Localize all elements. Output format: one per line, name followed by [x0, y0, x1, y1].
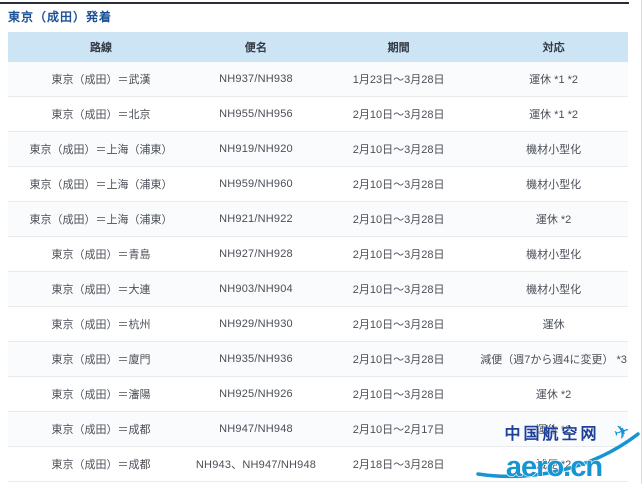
period-cell: 2月10日～3月28日: [352, 214, 445, 226]
route-cell: 東京（成田）＝杭州: [51, 319, 151, 331]
table-row: 東京（成田）＝上海（浦東） NH921/NH922 2月10日～3月28日 運休…: [8, 202, 628, 237]
route-cell: 東京（成田）＝廈門: [51, 354, 151, 366]
period-cell: 2月10日～3月28日: [352, 284, 445, 296]
route-cell: 東京（成田）＝武漢: [51, 74, 151, 86]
route-cell: 東京（成田）＝上海（浦東）: [29, 144, 173, 156]
flight-number-cell: NH921/NH922: [219, 213, 293, 225]
table-row: 東京（成田）＝大連 NH903/NH904 2月10日～3月28日 機材小型化: [8, 272, 628, 307]
flight-status-table: 路線 便名 期間 対応 東京（成田）＝武漢 NH937/NH938 1月23日～…: [8, 32, 628, 482]
period-cell: 2月10日～3月28日: [352, 389, 445, 401]
table-row: 東京（成田）＝廈門 NH935/NH936 2月10日～3月28日 減便（週7か…: [8, 342, 628, 377]
flight-number-cell: NH925/NH926: [219, 388, 293, 400]
header-route: 路線: [90, 42, 112, 54]
period-cell: 2月10日～2月17日: [352, 424, 445, 436]
action-cell: 機材小型化: [526, 144, 582, 156]
window-right-border: [641, 0, 642, 484]
route-cell: 東京（成田）＝上海（浦東）: [29, 214, 173, 226]
route-cell: 東京（成田）＝成都: [51, 459, 151, 471]
table-row: 東京（成田）＝瀋陽 NH925/NH926 2月10日～3月28日 運休 *2: [8, 377, 628, 412]
period-cell: 2月10日～3月28日: [352, 179, 445, 191]
route-cell: 東京（成田）＝上海（浦東）: [29, 179, 173, 191]
period-cell: 2月10日～3月28日: [352, 144, 445, 156]
header-flight: 便名: [244, 42, 268, 54]
flight-number-cell: NH919/NH920: [219, 143, 293, 155]
period-cell: 2月10日～3月28日: [352, 354, 445, 366]
table-body: 東京（成田）＝武漢 NH937/NH938 1月23日～3月28日 運休 *1 …: [8, 62, 628, 482]
flight-number-cell: NH935/NH936: [219, 353, 293, 365]
flight-number-cell: NH943、NH947/NH948: [195, 459, 317, 471]
action-cell: 運休: [542, 319, 565, 331]
table-row: 東京（成田）＝上海（浦東） NH959/NH960 2月10日～3月28日 機材…: [8, 167, 628, 202]
action-cell: 減便 *2: [535, 459, 572, 471]
action-cell: 減便（週7から週4に変更） *3: [480, 354, 627, 366]
period-cell: 1月23日～3月28日: [352, 74, 445, 86]
flight-number-cell: NH937/NH938: [219, 73, 293, 85]
action-cell: 機材小型化: [526, 284, 582, 296]
flight-number-cell: NH947/NH948: [219, 423, 293, 435]
period-cell: 2月10日～3月28日: [352, 249, 445, 261]
period-cell: 2月10日～3月28日: [352, 319, 445, 331]
action-cell: 機材小型化: [526, 249, 582, 261]
action-cell: 運休 *1 *2: [529, 109, 579, 121]
route-cell: 東京（成田）＝成都: [51, 424, 151, 436]
flight-number-cell: NH929/NH930: [219, 318, 293, 330]
flight-number-cell: NH903/NH904: [219, 283, 293, 295]
header-period: 期間: [387, 42, 410, 54]
flight-number-cell: NH955/NH956: [219, 108, 293, 120]
route-cell: 東京（成田）＝北京: [51, 109, 151, 121]
table-row: 東京（成田）＝上海（浦東） NH919/NH920 2月10日～3月28日 機材…: [8, 132, 628, 167]
table-header-row: 路線 便名 期間 対応: [8, 32, 628, 62]
action-cell: 運休 *2: [535, 214, 572, 226]
route-cell: 東京（成田）＝大連: [51, 284, 151, 296]
table-row: 東京（成田）＝武漢 NH937/NH938 1月23日～3月28日 運休 *1 …: [8, 62, 628, 97]
table-row: 東京（成田）＝青島 NH927/NH928 2月10日～3月28日 機材小型化: [8, 237, 628, 272]
table-row: 東京（成田）＝杭州 NH929/NH930 2月10日～3月28日 運休: [8, 307, 628, 342]
action-cell: 運休 *1 *2: [529, 74, 579, 86]
flight-number-cell: NH959/NH960: [219, 178, 293, 190]
route-cell: 東京（成田）＝瀋陽: [51, 389, 151, 401]
period-cell: 2月10日～3月28日: [352, 109, 445, 121]
page-title: 東京（成田）発着: [8, 10, 113, 24]
route-cell: 東京（成田）＝青島: [51, 249, 151, 261]
table-row: 東京（成田）＝北京 NH955/NH956 2月10日～3月28日 運休 *1 …: [8, 97, 628, 132]
header-action: 対応: [542, 42, 565, 54]
action-cell: 機材小型化: [526, 179, 582, 191]
table-row: 東京（成田）＝成都 NH943、NH947/NH948 2月18日～3月28日 …: [8, 447, 628, 482]
flight-number-cell: NH927/NH928: [219, 248, 293, 260]
top-divider: [0, 2, 629, 4]
table-row: 東京（成田）＝成都 NH947/NH948 2月10日～2月17日 運休 *2: [8, 412, 628, 447]
action-cell: 運休 *2: [535, 424, 572, 436]
period-cell: 2月18日～3月28日: [352, 459, 445, 471]
action-cell: 運休 *2: [535, 389, 572, 401]
